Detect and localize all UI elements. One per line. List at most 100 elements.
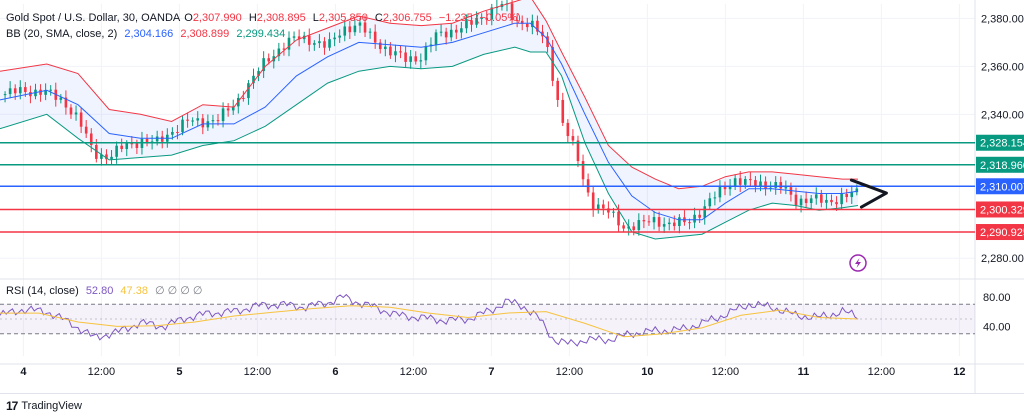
candle-body <box>652 217 656 223</box>
candle-body <box>596 204 600 210</box>
candle-body <box>89 133 93 146</box>
candle-body <box>825 199 828 203</box>
rsi-tick-label: 40.00 <box>983 321 1011 333</box>
candle-body <box>211 120 215 122</box>
candle-body <box>455 29 458 33</box>
bb-basis-line <box>0 22 859 221</box>
candle-body <box>612 211 615 213</box>
trading-chart[interactable]: 2,380.000 2,360.000 2,340.000 2,280.000 2,32… <box>0 0 1024 393</box>
candle-body <box>404 52 407 62</box>
candle-body <box>602 204 605 209</box>
price-tick-label: 2,380.000 <box>981 13 1024 25</box>
candle-body <box>44 89 47 95</box>
candle-body <box>809 198 813 204</box>
candle-body <box>449 29 453 38</box>
candle-body <box>368 31 372 33</box>
time-tick-label: 5 <box>176 366 182 378</box>
candle-body <box>794 194 798 206</box>
candle-body <box>759 181 762 187</box>
candle-body <box>120 145 123 150</box>
candle-body <box>363 22 367 33</box>
candle-body <box>125 143 129 150</box>
price-tick-label: 2,280.000 <box>981 253 1024 265</box>
price-legend: Gold Spot / U.S. Dollar, 30, OANDA O2,307… <box>6 11 525 25</box>
candle-body <box>348 26 352 33</box>
candle-body <box>18 87 22 94</box>
candle-body <box>59 97 63 100</box>
level-badge-2 <box>976 178 1024 195</box>
candle-body <box>84 126 88 134</box>
candle-body <box>49 89 52 91</box>
time-tick-label: 7 <box>488 366 494 378</box>
close-value: 2,306.755 <box>382 12 432 24</box>
price-tick-label: 2,340.000 <box>981 109 1024 121</box>
candle-body <box>647 221 651 223</box>
candle-body <box>13 88 17 94</box>
candle-body <box>688 222 691 224</box>
open-label: O <box>184 12 193 24</box>
price-tick-label: 2,360.000 <box>981 61 1024 73</box>
candle-body <box>353 25 357 33</box>
candle-body <box>743 179 747 185</box>
candle-body <box>394 51 397 56</box>
time-tick-label: 12:00 <box>712 366 740 378</box>
close-label: C <box>374 12 383 24</box>
rsi-tick-label: 80.00 <box>983 292 1011 304</box>
candle-body <box>95 145 98 159</box>
rsi-empty-values: ∅ ∅ ∅ ∅ <box>155 285 203 297</box>
candle-body <box>419 60 423 62</box>
candle-body <box>3 94 7 96</box>
bb-legend[interactable]: BB (20, SMA, close, 2) 2,304.166 2,308.8… <box>6 27 289 41</box>
bb-upper-value: 2,308.899 <box>180 28 230 40</box>
candle-body <box>100 154 103 159</box>
candle-body <box>713 197 717 199</box>
candle-body <box>546 36 549 48</box>
candle-body <box>718 186 722 198</box>
candle-body <box>738 178 742 185</box>
level-badge-3 <box>976 201 1024 218</box>
candle-body <box>510 3 514 21</box>
candle-body <box>384 46 387 50</box>
candle-body <box>723 186 727 190</box>
candle-body <box>292 36 296 38</box>
candle-body <box>520 20 524 24</box>
level-badge-label: 2,310.007 <box>980 181 1024 193</box>
time-tick-label: 6 <box>332 366 338 378</box>
candle-body <box>820 194 823 203</box>
candle-body <box>733 178 737 186</box>
rsi-legend[interactable]: RSI (14, close) 52.80 47.38 ∅ ∅ ∅ ∅ <box>6 284 207 298</box>
candle-body <box>470 20 473 25</box>
candle-body <box>799 198 803 206</box>
rsi-ma-value: 47.38 <box>120 285 148 297</box>
footer: 17 TradingView <box>0 393 1024 416</box>
candle-body <box>171 131 174 135</box>
candle-body <box>323 41 326 48</box>
rsi-line <box>0 293 859 347</box>
candle-body <box>145 138 149 143</box>
candle-body <box>622 225 625 229</box>
candle-body <box>840 193 843 205</box>
candle-body <box>784 187 788 189</box>
candle-body <box>830 199 833 203</box>
candle-body <box>414 56 418 62</box>
time-tick-label: 12:00 <box>400 366 428 378</box>
candle-body <box>460 28 463 33</box>
candle-body <box>490 7 494 20</box>
candle-body <box>698 214 701 218</box>
candle-body <box>835 202 838 205</box>
candle-body <box>525 23 529 28</box>
low-label: L <box>312 12 319 24</box>
candle-body <box>176 131 179 133</box>
candle-body <box>566 122 570 137</box>
candle-body <box>556 80 559 100</box>
candle-body <box>480 17 483 19</box>
time-tick-label: 10 <box>641 366 653 378</box>
candle-body <box>373 31 377 43</box>
candle-body <box>186 119 189 121</box>
tradingview-brand: TradingView <box>21 400 82 412</box>
lightning-bolt-icon <box>855 258 861 269</box>
candle-body <box>267 58 271 62</box>
candle-body <box>576 140 580 162</box>
tradingview-logo[interactable]: 17 TradingView <box>6 399 82 413</box>
candle-body <box>287 37 291 50</box>
